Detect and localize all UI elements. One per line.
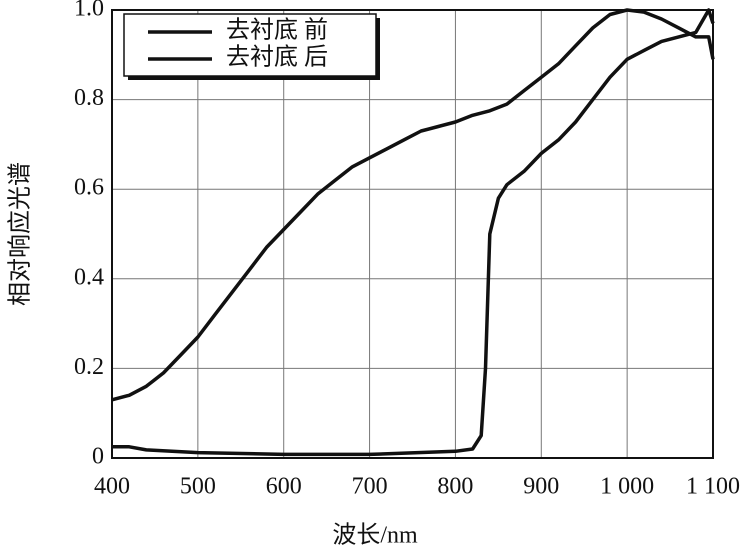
y-tick-label: 0.6: [74, 175, 104, 201]
y-tick-label: 0.2: [74, 354, 104, 380]
x-tick-label: 900: [523, 474, 559, 500]
x-tick-label: 1 000: [600, 474, 654, 500]
series-line: [112, 8, 715, 457]
x-tick-label: 500: [180, 474, 216, 500]
x-tick-label: 800: [437, 474, 473, 500]
y-tick-label: 0.4: [74, 264, 104, 290]
y-tick-label: 1.0: [74, 0, 104, 22]
plot-frame: [111, 9, 714, 459]
y-tick-label: 0.8: [74, 85, 104, 111]
x-tick-label: 1 100: [686, 474, 740, 500]
legend-box: [123, 13, 377, 77]
y-axis-label: 相对响应光谱: [7, 162, 34, 306]
x-tick-label: 400: [94, 474, 130, 500]
x-tick-label: 600: [266, 474, 302, 500]
series-line: [111, 8, 715, 402]
legend-label: 去衬底 后: [226, 44, 328, 71]
legend-label: 去衬底 前: [226, 17, 328, 44]
x-tick-label: 700: [352, 474, 388, 500]
y-tick-label: 0: [92, 444, 104, 470]
x-axis-label: 波长/nm: [332, 522, 418, 549]
